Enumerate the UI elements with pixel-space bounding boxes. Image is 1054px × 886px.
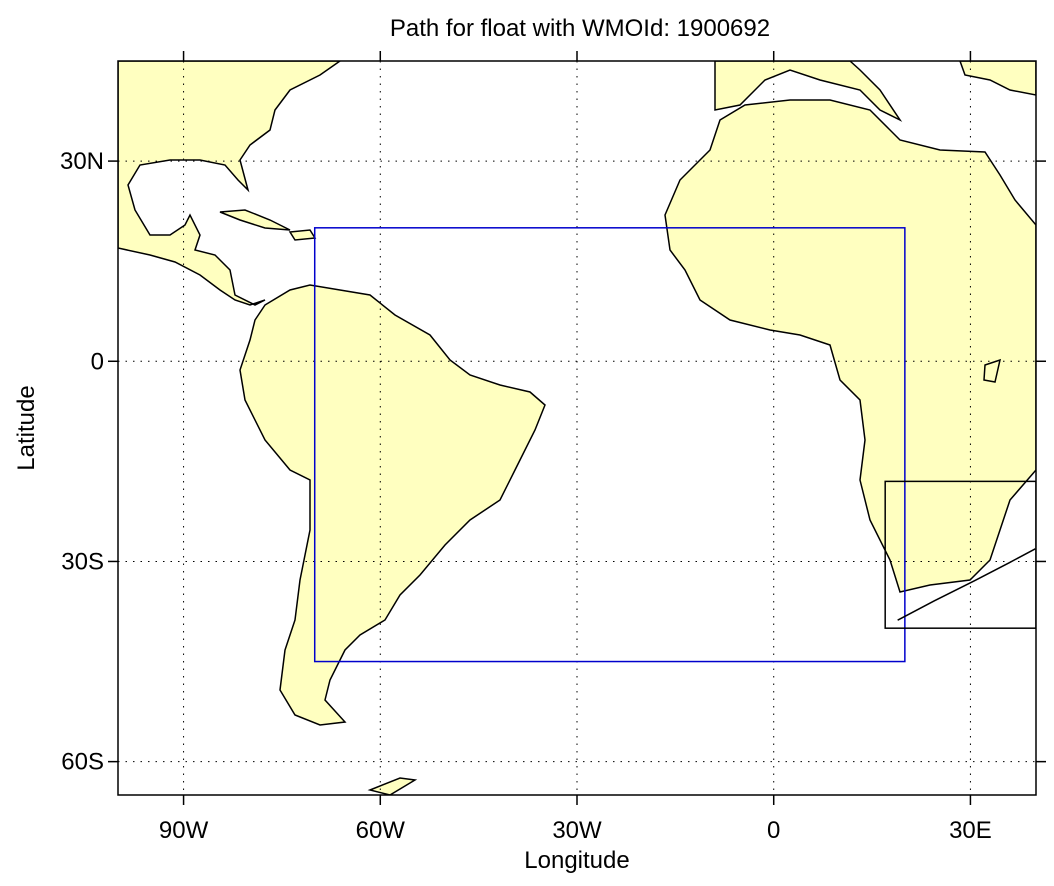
float-path xyxy=(897,548,1036,621)
grid xyxy=(108,51,1046,805)
y-axis-label: Latitude xyxy=(13,385,40,470)
north-america xyxy=(118,61,342,306)
madagascar xyxy=(983,358,1002,383)
land xyxy=(118,61,1036,795)
y-tick-label: 0 xyxy=(91,348,104,375)
x-tick-label: 90W xyxy=(159,817,209,844)
cuba xyxy=(219,209,291,231)
y-tick-label: 60S xyxy=(61,749,104,776)
africa xyxy=(664,99,1036,593)
x-axis-label: Longitude xyxy=(524,847,629,874)
x-tick-label: 30W xyxy=(552,817,602,844)
labels: Path for float with WMOId: 1900692 Longi… xyxy=(13,15,992,874)
region-box xyxy=(884,480,1036,629)
map-title: Path for float with WMOId: 1900692 xyxy=(390,15,770,42)
x-tick-label: 0 xyxy=(767,817,780,844)
hispaniola xyxy=(288,229,317,241)
region-box xyxy=(313,227,906,663)
x-tick-label: 30E xyxy=(949,817,992,844)
x-tick-label: 60W xyxy=(356,817,406,844)
y-tick-label: 30N xyxy=(60,148,104,175)
south-america xyxy=(239,284,546,726)
antarctic-peninsula xyxy=(367,777,418,795)
europe-east xyxy=(959,61,1036,96)
y-tick-label: 30S xyxy=(61,548,104,575)
marks xyxy=(313,227,1036,663)
plot-frame xyxy=(117,60,1037,796)
europe xyxy=(714,61,903,122)
